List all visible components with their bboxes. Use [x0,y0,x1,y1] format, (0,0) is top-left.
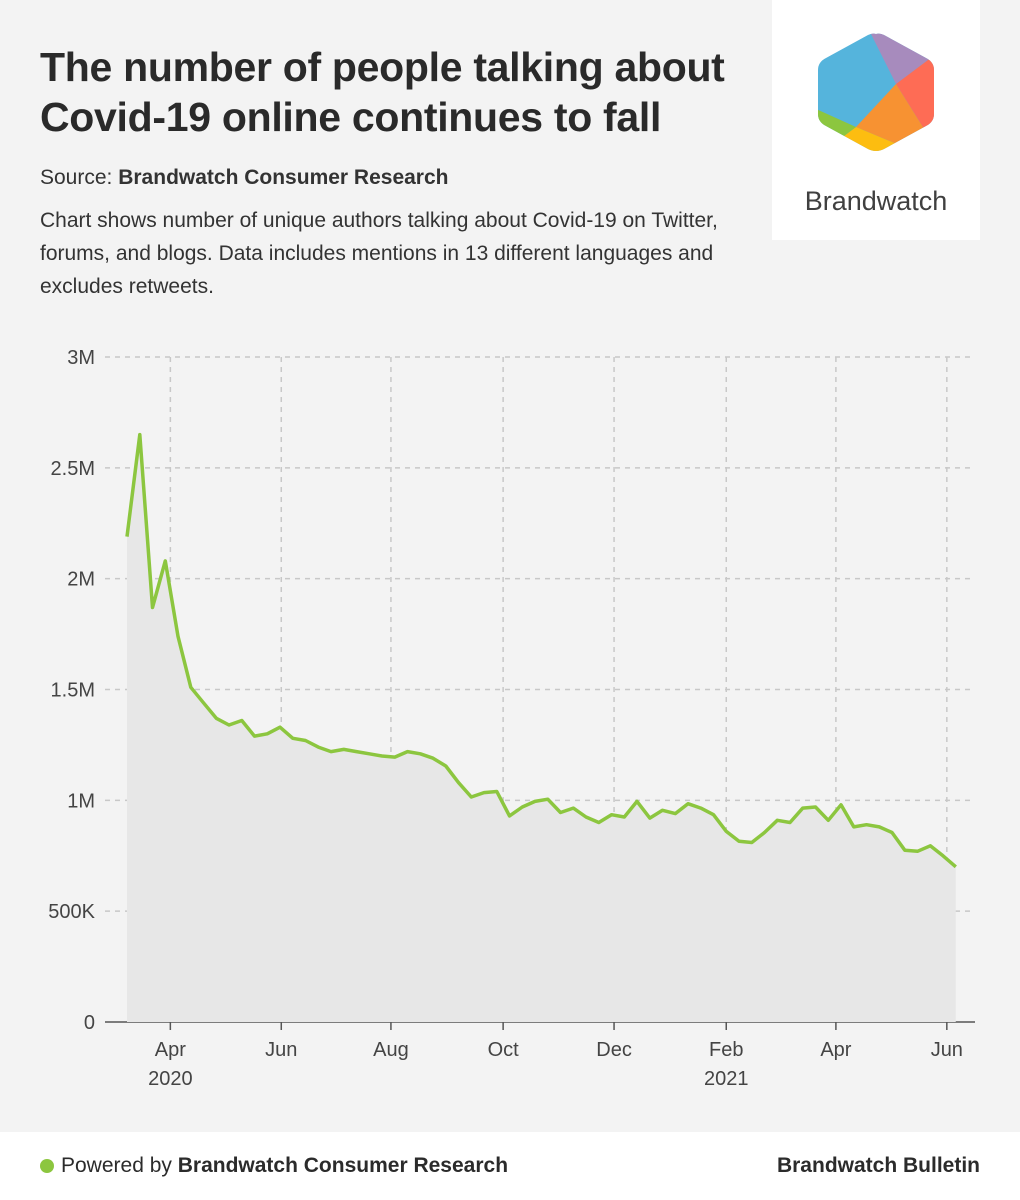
powered-label: Powered by [61,1154,172,1177]
logo-text: Brandwatch [804,186,948,216]
line-chart: 0 500K 1M 1.5M 2M 2.5M 3M Apr 2020 Jun Aug Oct Dec Fe… [48,347,975,1090]
y-tick-label: 1M [67,790,95,812]
footer: Powered by Brandwatch Consumer Research … [0,1132,1020,1200]
y-tick-label: 0 [84,1012,95,1034]
x-tick-label: Feb [709,1039,743,1061]
x-tick-label: Oct [488,1039,520,1061]
x-tick-label: Dec [596,1039,632,1061]
x-tick-label: Jun [265,1039,297,1061]
hexagon-logo-icon [818,33,934,152]
y-tick-label: 500K [48,901,95,923]
y-tick-label: 1.5M [51,680,95,702]
series-line [125,432,957,869]
area-fill [127,434,956,1023]
x-tick-label: Apr [820,1039,851,1061]
powered-name: Brandwatch Consumer Research [177,1154,509,1177]
brandwatch-logo: Brandwatch [772,0,980,240]
x-tick-label: Jun [931,1039,963,1061]
source-name: Brandwatch Consumer Research [118,166,449,189]
x-tick-year-label: 2021 [704,1068,749,1090]
x-tick-label: Apr [155,1039,186,1061]
y-tick-label: 3M [67,347,95,369]
green-dot-icon [40,1159,54,1173]
source-line: Source: Brandwatch Consumer Research [40,166,449,190]
chart-description: Chart shows number of unique authors tal… [40,209,718,298]
page-title: The number of people talking about Covid… [40,44,725,140]
powered-by: Powered by Brandwatch Consumer Research [61,1154,508,1178]
source-label: Source: [40,166,113,189]
x-tick-year-label: 2020 [148,1068,193,1090]
y-tick-label: 2M [67,569,95,591]
brandwatch-bulletin-link[interactable]: Brandwatch Bulletin [776,1154,980,1177]
x-tick-label: Aug [373,1039,409,1061]
y-tick-label: 2.5M [51,458,95,480]
